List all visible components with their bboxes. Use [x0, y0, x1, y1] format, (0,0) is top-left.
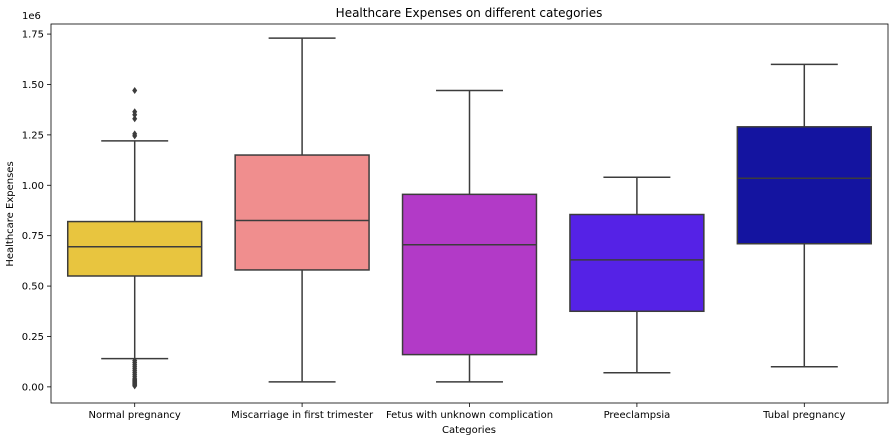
outlier-point: [132, 87, 138, 95]
box: [66, 220, 203, 277]
y-tick-label: 0.75: [22, 231, 44, 242]
y-tick-label: 0.00: [22, 382, 44, 393]
chart-title: Healthcare Expenses on different categor…: [336, 6, 603, 20]
outlier-point: [132, 111, 138, 119]
x-axis-label: Categories: [442, 425, 496, 436]
x-tick-label: Tubal pregnancy: [762, 410, 845, 421]
y-tick-label: 0.50: [22, 282, 44, 293]
y-offset-label: 1e6: [22, 11, 41, 22]
x-tick-label: Fetus with unknown complication: [386, 410, 553, 421]
outlier-point: [132, 132, 138, 140]
box: [401, 193, 538, 356]
plot-area: 0.00 0.25 0.50 0.75 1.00 1.25 1.50 1.75 Normal p…: [22, 30, 873, 421]
outlier-point: [132, 115, 138, 123]
x-tick-label: Preeclampsia: [604, 410, 671, 421]
y-tick-label: 1.75: [22, 30, 44, 41]
box: [736, 126, 873, 245]
y-tick-label: 1.50: [22, 80, 44, 91]
box: [569, 213, 705, 313]
y-tick-label: 1.25: [22, 130, 44, 141]
y-axis-label: Healthcare Expenses: [5, 161, 16, 266]
box: [234, 154, 370, 271]
plot-frame: [50, 23, 889, 404]
x-tick-label: Miscarriage in first trimester: [231, 410, 374, 421]
y-tick-label: 0.25: [22, 332, 44, 343]
outlier-point: [132, 382, 138, 390]
x-tick-label: Normal pregnancy: [89, 410, 181, 421]
y-tick-label: 1.00: [22, 181, 44, 192]
